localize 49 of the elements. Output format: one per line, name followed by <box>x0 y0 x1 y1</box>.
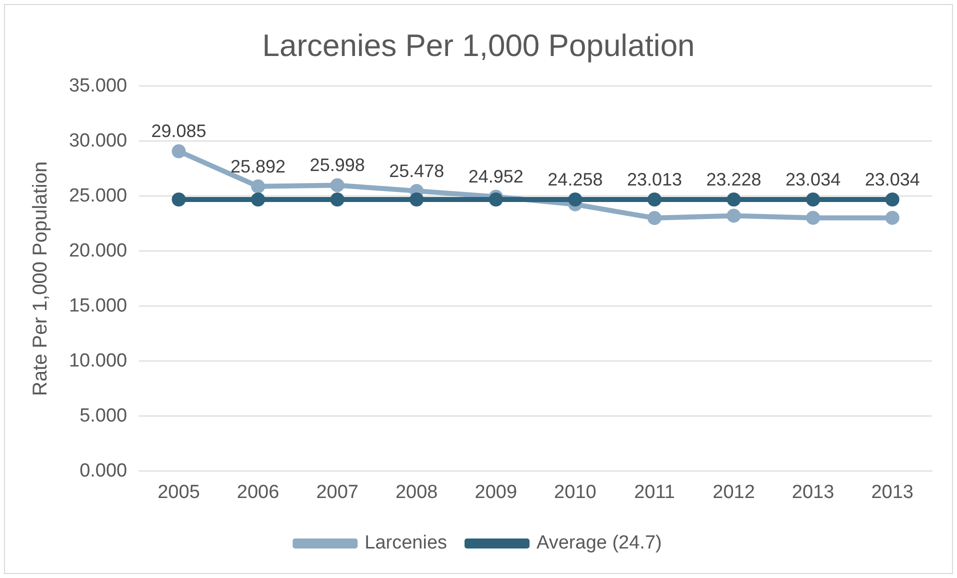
point <box>172 144 186 158</box>
x-tick-label: 2012 <box>712 482 755 503</box>
point <box>410 192 424 206</box>
point <box>885 210 900 225</box>
x-tick-label: 2011 <box>634 482 675 503</box>
x-tick-label: 2013 <box>792 482 834 503</box>
point <box>726 208 741 223</box>
y-axis-title: Rate Per 1,000 Population <box>30 161 52 396</box>
point <box>806 192 820 206</box>
point <box>251 179 266 194</box>
point <box>885 192 900 206</box>
point <box>330 192 344 206</box>
data-label: 23.034 <box>786 169 841 190</box>
data-label: 24.258 <box>548 169 603 190</box>
data-label: 23.013 <box>626 169 682 190</box>
data-label: 23.034 <box>864 169 920 190</box>
y-tick-label: 0.000 <box>80 460 128 482</box>
x-tick-label: 2008 <box>395 482 438 503</box>
point <box>647 192 662 206</box>
y-tick-label: 35.000 <box>68 75 128 96</box>
chart-title: Larcenies Per 1,000 Population <box>262 28 695 64</box>
y-tick-label: 5.000 <box>80 405 128 426</box>
x-tick-label: 2005 <box>158 482 200 503</box>
x-tick-label: 2006 <box>236 482 280 503</box>
y-tick-label: 10.000 <box>68 350 128 372</box>
point <box>251 192 266 206</box>
x-tick-label: 2009 <box>474 482 518 503</box>
data-label: 25.998 <box>310 155 365 176</box>
legend-label: Average (24.7) <box>536 532 662 554</box>
legend-label: Larcenies <box>364 532 448 554</box>
point <box>330 178 344 192</box>
point <box>806 210 820 225</box>
y-tick-label: 15.000 <box>68 295 128 316</box>
y-tick-label: 20.000 <box>68 240 128 262</box>
data-label: 25.478 <box>389 160 444 181</box>
data-label: 23.228 <box>706 169 762 190</box>
data-label: 29.085 <box>151 121 206 142</box>
x-tick-label: 2007 <box>316 482 358 503</box>
x-tick-label: 2010 <box>554 482 596 503</box>
point <box>568 192 582 206</box>
point <box>726 192 741 206</box>
data-label: 24.952 <box>468 166 524 187</box>
y-tick-label: 30.000 <box>68 130 128 152</box>
point <box>647 211 662 226</box>
x-tick-label: 2013 <box>871 482 914 503</box>
y-tick-label: 25.000 <box>68 185 128 206</box>
point <box>488 192 503 206</box>
data-label: 25.892 <box>230 156 286 176</box>
point <box>172 192 186 206</box>
